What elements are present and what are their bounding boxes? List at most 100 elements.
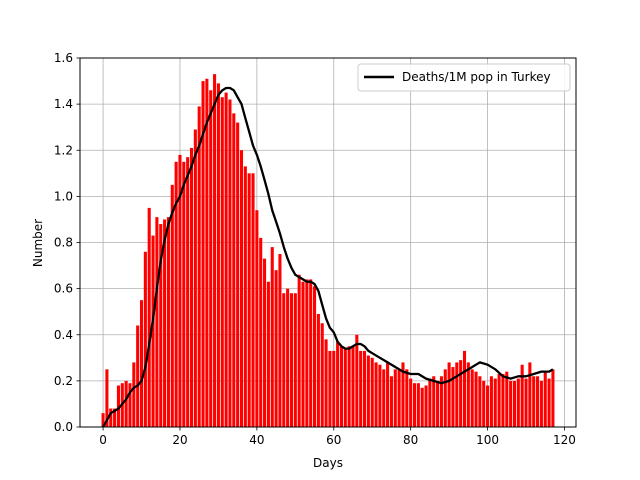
y-ticks: 0.0 0.2 0.4 0.6 0.8 1.0 1.2 1.4 1.6 — [54, 51, 80, 434]
bar — [362, 350, 367, 427]
bar — [136, 325, 140, 427]
bar — [213, 74, 217, 428]
bar — [551, 369, 555, 427]
bar — [378, 364, 382, 427]
bar — [424, 385, 428, 427]
bar — [143, 251, 147, 427]
bar — [109, 408, 113, 427]
bar — [528, 362, 532, 427]
bar — [374, 362, 378, 427]
bar — [416, 383, 420, 427]
bar — [201, 81, 205, 427]
bar — [386, 362, 390, 427]
bar — [247, 173, 251, 427]
bar — [236, 122, 240, 427]
bar — [501, 373, 505, 427]
bar — [324, 339, 328, 427]
bar — [389, 376, 393, 427]
bar — [543, 371, 547, 427]
bar — [336, 341, 340, 427]
bar — [505, 371, 509, 427]
bar — [393, 369, 397, 427]
bar — [347, 346, 351, 427]
bar — [116, 385, 120, 427]
bar — [301, 281, 305, 427]
bar — [443, 369, 447, 427]
bar — [459, 360, 463, 427]
bar — [255, 210, 259, 427]
x-tick-label: 0 — [99, 433, 107, 447]
bar — [359, 350, 363, 427]
y-tick-label: 0.4 — [54, 328, 73, 342]
bar — [520, 364, 524, 427]
bar — [251, 173, 255, 427]
bar — [289, 293, 294, 427]
legend: Deaths/1M pop in Turkey — [357, 63, 571, 92]
bar — [420, 387, 424, 427]
bar — [220, 97, 224, 428]
bar — [489, 376, 493, 427]
bar — [189, 147, 194, 427]
bar — [293, 293, 297, 427]
bar — [305, 279, 309, 427]
bar — [128, 383, 132, 427]
bar — [497, 373, 501, 427]
bar — [113, 408, 117, 427]
bar — [432, 376, 436, 427]
bar — [147, 207, 151, 427]
bar — [439, 376, 443, 427]
bar — [239, 150, 244, 427]
bar — [313, 286, 317, 427]
y-tick-label: 1.6 — [54, 51, 73, 65]
bar — [224, 92, 228, 427]
bar — [524, 378, 528, 427]
bar — [182, 161, 186, 427]
bar — [205, 78, 209, 427]
bar — [159, 224, 163, 427]
y-tick-label: 0.0 — [54, 420, 73, 434]
bar — [243, 166, 247, 428]
bar — [547, 378, 551, 427]
bar — [209, 90, 213, 427]
bars — [101, 74, 555, 428]
bar — [278, 254, 282, 427]
bar — [105, 369, 109, 427]
bar — [405, 369, 409, 427]
x-tick-label: 120 — [553, 433, 576, 447]
bar — [166, 217, 170, 427]
x-tick-label: 40 — [249, 433, 264, 447]
bar — [197, 106, 201, 428]
bar — [412, 383, 417, 427]
bar — [509, 380, 513, 427]
bar — [351, 346, 355, 427]
bar — [216, 83, 220, 428]
bar — [409, 378, 413, 427]
y-tick-label: 1.4 — [54, 97, 73, 111]
bar — [163, 219, 167, 427]
bar — [174, 161, 178, 427]
y-axis-label: Number — [31, 219, 45, 267]
bar — [466, 362, 470, 427]
legend-box — [357, 63, 571, 92]
bar — [316, 313, 320, 427]
x-axis-label: Days — [313, 456, 343, 470]
bar — [155, 217, 159, 427]
bar — [132, 362, 136, 427]
x-tick-label: 100 — [476, 433, 499, 447]
bar — [366, 355, 370, 427]
bar — [193, 129, 197, 427]
y-tick-label: 1.0 — [54, 189, 73, 203]
bar — [328, 350, 332, 427]
bar — [370, 357, 374, 427]
bar — [297, 274, 301, 427]
series-line-deaths — [102, 86, 554, 428]
x-ticks: 0 20 40 60 80 100 120 — [99, 427, 576, 447]
bar — [151, 235, 155, 427]
legend-entry-deaths: Deaths/1M pop in Turkey — [402, 70, 551, 84]
bar — [139, 300, 144, 427]
bar — [382, 369, 386, 427]
bar — [282, 293, 286, 427]
bar — [309, 279, 313, 427]
bar — [436, 380, 440, 427]
y-tick-label: 0.2 — [54, 374, 73, 388]
